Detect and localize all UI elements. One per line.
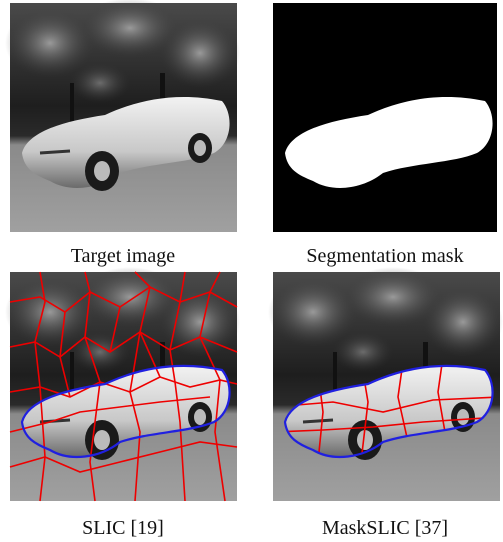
caption: MaskSLIC [37] xyxy=(322,517,448,539)
target-image xyxy=(5,0,240,232)
maskslic-result xyxy=(268,267,503,501)
caption: Target image xyxy=(71,245,175,267)
slic-result xyxy=(5,267,240,501)
caption: Segmentation mask xyxy=(306,245,463,267)
caption: SLIC [19] xyxy=(82,517,164,539)
segmentation-mask xyxy=(273,3,497,232)
